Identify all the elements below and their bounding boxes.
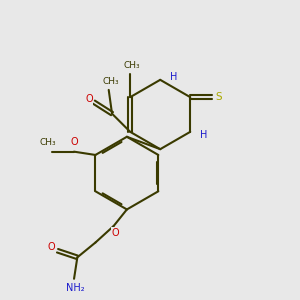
Text: NH₂: NH₂	[66, 283, 85, 293]
Text: O: O	[85, 94, 93, 104]
Text: O: O	[47, 242, 55, 252]
Text: CH₃: CH₃	[124, 61, 140, 70]
Text: CH₃: CH₃	[102, 77, 119, 86]
Text: H: H	[170, 71, 178, 82]
Text: O: O	[112, 228, 119, 238]
Text: S: S	[216, 92, 222, 102]
Text: CH₃: CH₃	[39, 138, 56, 147]
Text: O: O	[70, 137, 78, 147]
Text: H: H	[200, 130, 208, 140]
